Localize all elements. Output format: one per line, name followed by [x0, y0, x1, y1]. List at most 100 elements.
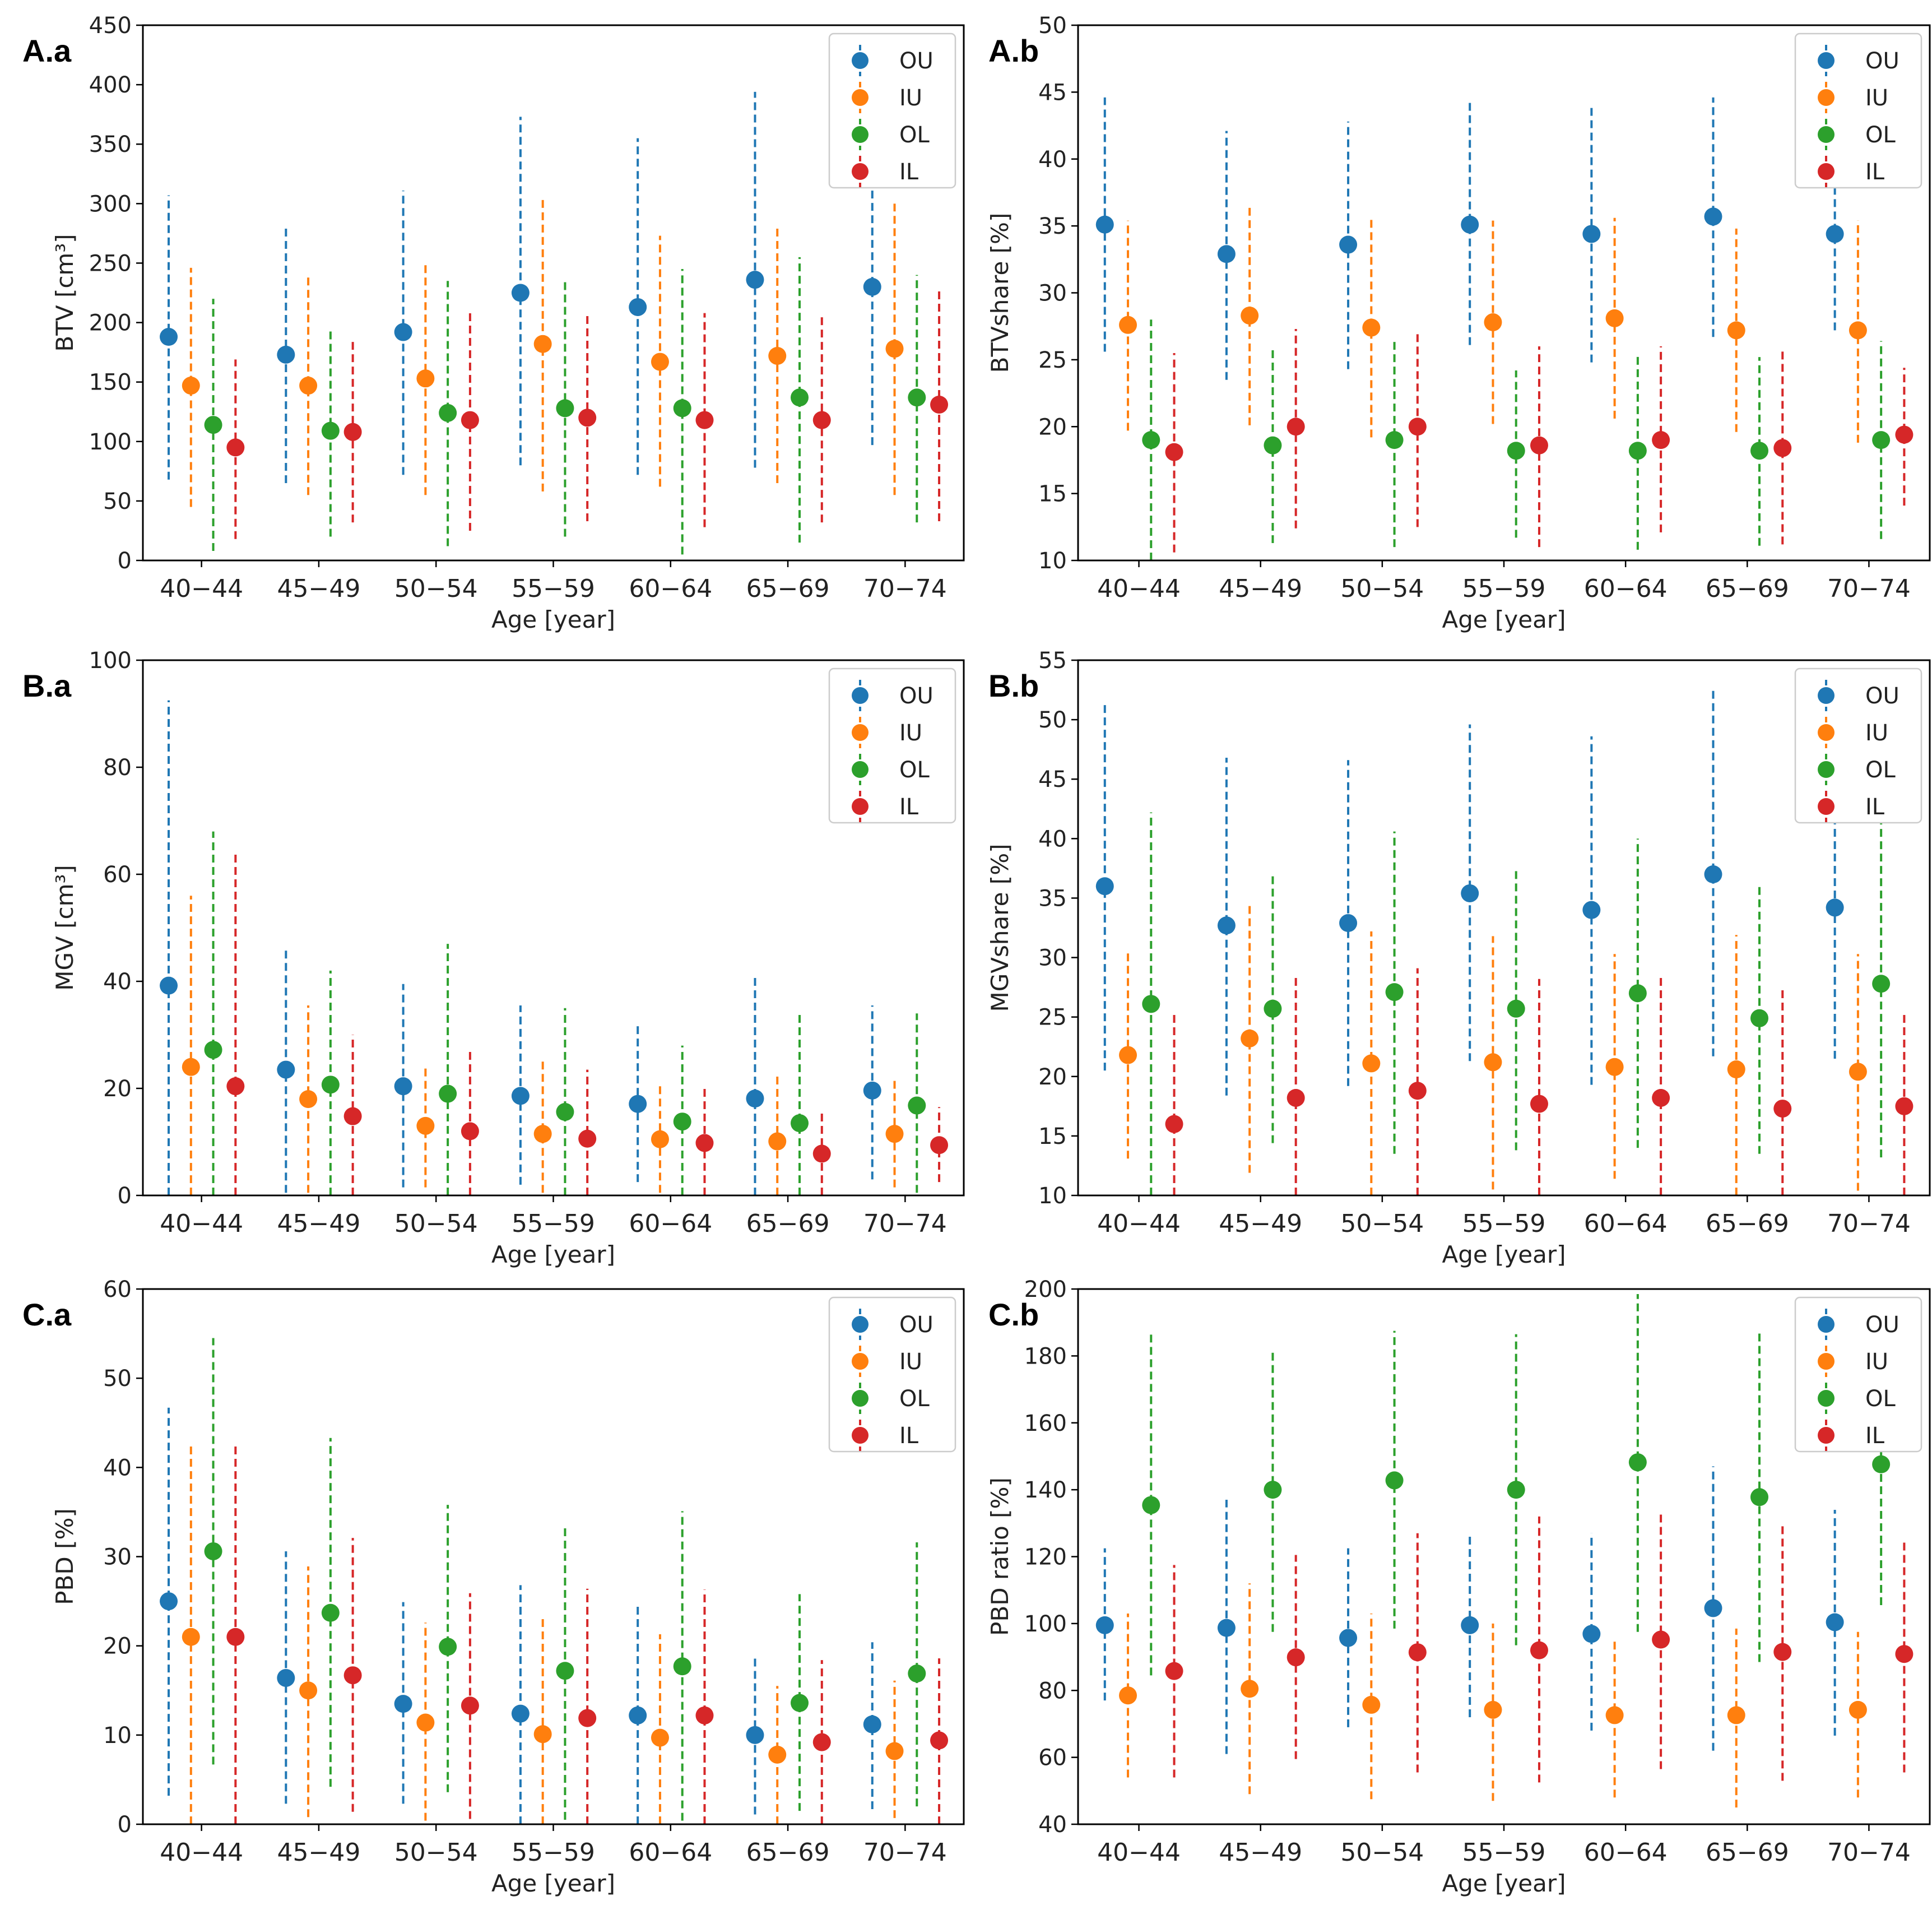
- chart-panel-B-b: B.b 10 15 20 25 30 35 40 45 50 55 40−44 45−49 50−54 55…: [986, 648, 1931, 1268]
- a-b-point-ou-3: [1461, 215, 1479, 234]
- b-a-point-il-5: [812, 1144, 831, 1163]
- c-a-xtick-label: 70−74: [863, 1838, 947, 1867]
- a-a-point-ol-0: [204, 416, 222, 434]
- c-a-point-il-5: [812, 1733, 831, 1751]
- a-a-ytick-label: 150: [89, 370, 132, 396]
- b-b-point-iu-0: [1119, 1046, 1137, 1064]
- a-a-point-il-6: [930, 395, 949, 414]
- a-a-point-ou-2: [394, 323, 412, 341]
- b-b-point-il-3: [1530, 1095, 1548, 1113]
- a-a-point-ou-1: [277, 345, 295, 364]
- b-a-point-ou-3: [511, 1087, 530, 1105]
- b-a-xtick-label: 60−64: [629, 1209, 712, 1238]
- a-b-point-iu-1: [1241, 307, 1259, 325]
- c-a-point-ou-4: [629, 1706, 647, 1724]
- a-b-point-ol-5: [1750, 442, 1768, 460]
- c-b-xtick-label: 45−49: [1219, 1838, 1302, 1867]
- c-a-point-il-3: [578, 1709, 597, 1727]
- c-a-point-il-0: [226, 1628, 245, 1646]
- b-a-point-ol-3: [556, 1103, 574, 1121]
- a-a-point-ol-3: [556, 399, 574, 418]
- b-b-legend-marker-iu: [1818, 724, 1835, 741]
- b-b-legend-label-ou: OU: [1865, 683, 1900, 709]
- b-b-point-ol-2: [1385, 983, 1404, 1002]
- a-a-point-iu-6: [885, 340, 904, 358]
- b-a-point-ou-4: [629, 1095, 647, 1113]
- a-a-point-ol-1: [321, 421, 340, 440]
- a-b-ytick-label: 20: [1038, 414, 1067, 440]
- c-a-legend-frame: [828, 1296, 956, 1453]
- c-b-point-il-0: [1165, 1662, 1183, 1680]
- a-b-point-ou-0: [1095, 215, 1114, 234]
- c-a-point-ol-2: [439, 1638, 457, 1656]
- c-a-point-il-6: [930, 1731, 949, 1750]
- b-b-ytick-label: 30: [1038, 945, 1067, 971]
- a-b-ytick-label: 15: [1038, 481, 1067, 507]
- b-b-point-ou-6: [1826, 898, 1844, 917]
- c-b-point-ol-2: [1385, 1471, 1404, 1490]
- a-b-xaxis-title: Age [year]: [1442, 606, 1566, 633]
- c-a-point-ol-3: [556, 1662, 574, 1680]
- a-a-xtick-label: 50−54: [394, 574, 478, 603]
- b-b-legend-label-il: IL: [1865, 794, 1885, 820]
- c-a-xaxis-title: Age [year]: [491, 1870, 615, 1897]
- a-b-legend-label-ou: OU: [1865, 48, 1900, 74]
- c-b-point-iu-4: [1605, 1706, 1624, 1724]
- b-b-ytick-label: 25: [1038, 1005, 1067, 1031]
- c-b-ytick-label: 60: [1038, 1745, 1067, 1771]
- c-b-ytick-label: 80: [1038, 1678, 1067, 1704]
- c-b-legend-marker-iu: [1818, 1353, 1835, 1370]
- b-b-legend-label-ol: OL: [1865, 757, 1896, 783]
- b-b-point-il-4: [1652, 1088, 1670, 1107]
- a-a-point-ou-5: [746, 271, 764, 289]
- a-a-legend-label-il: IL: [899, 159, 919, 185]
- a-b-point-il-3: [1530, 436, 1548, 455]
- b-b-xtick-label: 60−64: [1584, 1209, 1668, 1238]
- b-a-panel-label: B.a: [22, 668, 72, 703]
- chart-panel-A-a: A.a 0 50 100 150 200 250 300 350 400 450 40−44 45−49…: [22, 13, 965, 633]
- a-b-point-il-4: [1652, 431, 1670, 449]
- c-a-ytick-label: 60: [103, 1277, 132, 1302]
- c-a-legend-label-iu: IU: [899, 1349, 922, 1375]
- a-b-point-ol-3: [1507, 442, 1525, 460]
- a-b-ytick-label: 25: [1038, 347, 1067, 373]
- c-b-xtick-label: 65−69: [1706, 1838, 1789, 1867]
- c-a-xtick-label: 50−54: [394, 1838, 478, 1867]
- a-b-xtick-label: 50−54: [1340, 574, 1424, 603]
- b-a-point-il-0: [226, 1077, 245, 1096]
- a-b-point-il-2: [1408, 418, 1427, 436]
- a-a-xtick-label: 70−74: [863, 574, 947, 603]
- c-a-point-il-1: [343, 1666, 362, 1685]
- c-b-xtick-label: 40−44: [1097, 1838, 1181, 1867]
- b-b-panel-label: B.b: [988, 668, 1039, 703]
- b-b-legend-frame: [1794, 667, 1922, 824]
- c-a-point-ol-5: [791, 1694, 809, 1712]
- a-a-point-il-0: [226, 438, 245, 457]
- c-b-legend-label-ou: OU: [1865, 1312, 1900, 1338]
- c-a-point-ou-1: [277, 1668, 295, 1687]
- a-b-ytick-label: 10: [1038, 548, 1067, 574]
- b-b-point-ol-4: [1628, 984, 1647, 1003]
- c-b-point-ol-3: [1507, 1481, 1525, 1499]
- b-a-point-ou-0: [160, 976, 178, 995]
- a-a-point-il-2: [461, 411, 479, 429]
- c-a-xtick-label: 45−49: [277, 1838, 361, 1867]
- c-b-ytick-label: 40: [1038, 1812, 1067, 1838]
- c-a-point-ol-1: [321, 1603, 340, 1622]
- a-b-point-iu-3: [1484, 313, 1502, 332]
- a-a-xtick-label: 65−69: [746, 574, 830, 603]
- a-b-point-il-1: [1287, 418, 1305, 436]
- c-a-ytick-label: 30: [103, 1545, 132, 1570]
- b-b-legend-label-iu: IU: [1865, 720, 1888, 746]
- b-b-point-il-6: [1895, 1097, 1914, 1115]
- a-a-ytick-label: 400: [89, 72, 132, 98]
- a-a-point-iu-1: [299, 377, 318, 395]
- b-a-point-iu-1: [299, 1090, 318, 1109]
- b-a-ytick-label: 0: [118, 1183, 132, 1209]
- a-a-point-iu-4: [651, 353, 669, 371]
- b-b-ytick-label: 55: [1038, 648, 1067, 674]
- c-a-ytick-label: 0: [118, 1812, 132, 1838]
- b-b-point-ol-6: [1872, 975, 1891, 993]
- b-a-point-iu-2: [416, 1116, 435, 1135]
